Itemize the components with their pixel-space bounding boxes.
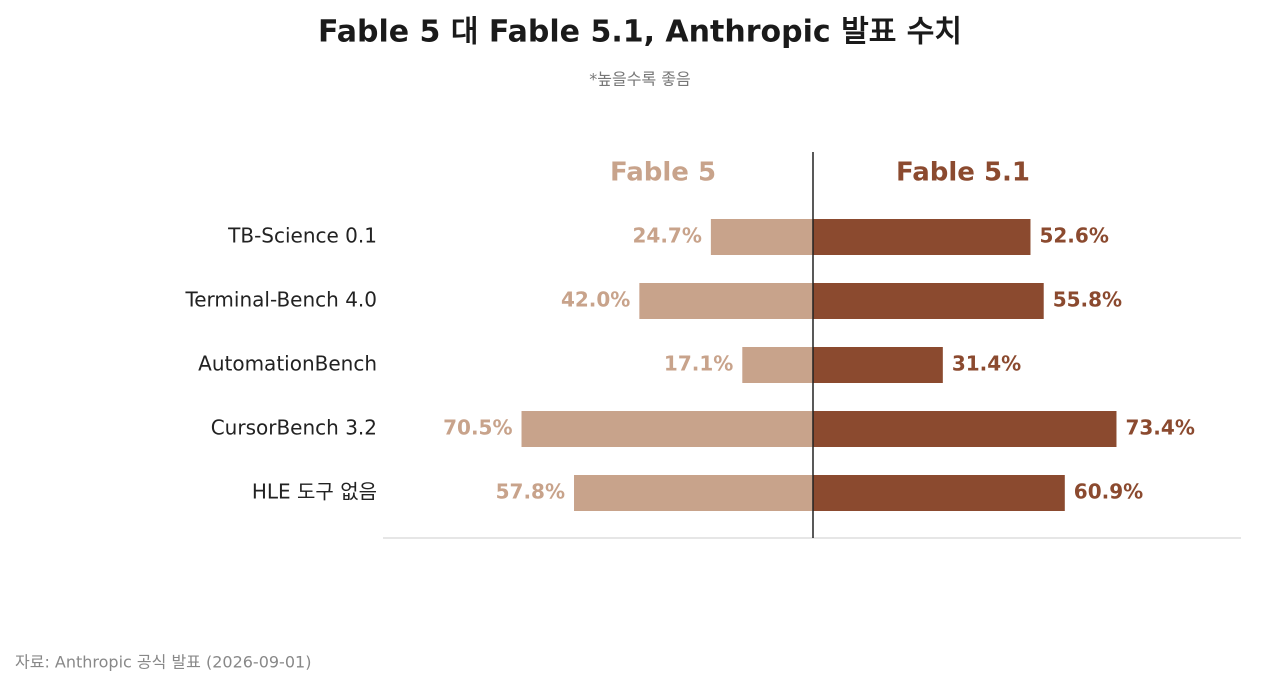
category-label: TB-Science 0.1 (227, 224, 377, 248)
value-label: 57.8% (496, 480, 565, 504)
legend-label: Fable 5 (610, 158, 716, 188)
chart-subtitle: *높을수록 좋음 (589, 70, 690, 89)
legend-label: Fable 5.1 (896, 158, 1030, 188)
category-label: AutomationBench (198, 352, 377, 376)
bar (813, 347, 943, 383)
value-label: 24.7% (632, 224, 701, 248)
value-label: 70.5% (443, 416, 512, 440)
bar (521, 411, 813, 447)
value-label: 73.4% (1125, 416, 1194, 440)
bar (813, 283, 1044, 319)
value-label: 17.1% (664, 352, 733, 376)
bar (813, 475, 1065, 511)
bar (813, 219, 1031, 255)
value-label: 60.9% (1074, 480, 1143, 504)
category-label: CursorBench 3.2 (211, 416, 377, 440)
value-label: 52.6% (1039, 224, 1108, 248)
chart-title: Fable 5 대 Fable 5.1, Anthropic 발표 수치 (318, 15, 962, 50)
bar (742, 347, 813, 383)
value-label: 55.8% (1053, 288, 1122, 312)
value-label: 31.4% (952, 352, 1021, 376)
bar (813, 411, 1117, 447)
category-label: HLE 도구 없음 (252, 480, 377, 504)
value-label: 42.0% (561, 288, 630, 312)
bar (574, 475, 813, 511)
bar (710, 219, 813, 255)
category-label: Terminal-Bench 4.0 (184, 288, 377, 312)
bar (639, 283, 813, 319)
source-note: 자료: Anthropic 공식 발표 (2026-09-01) (15, 653, 311, 672)
